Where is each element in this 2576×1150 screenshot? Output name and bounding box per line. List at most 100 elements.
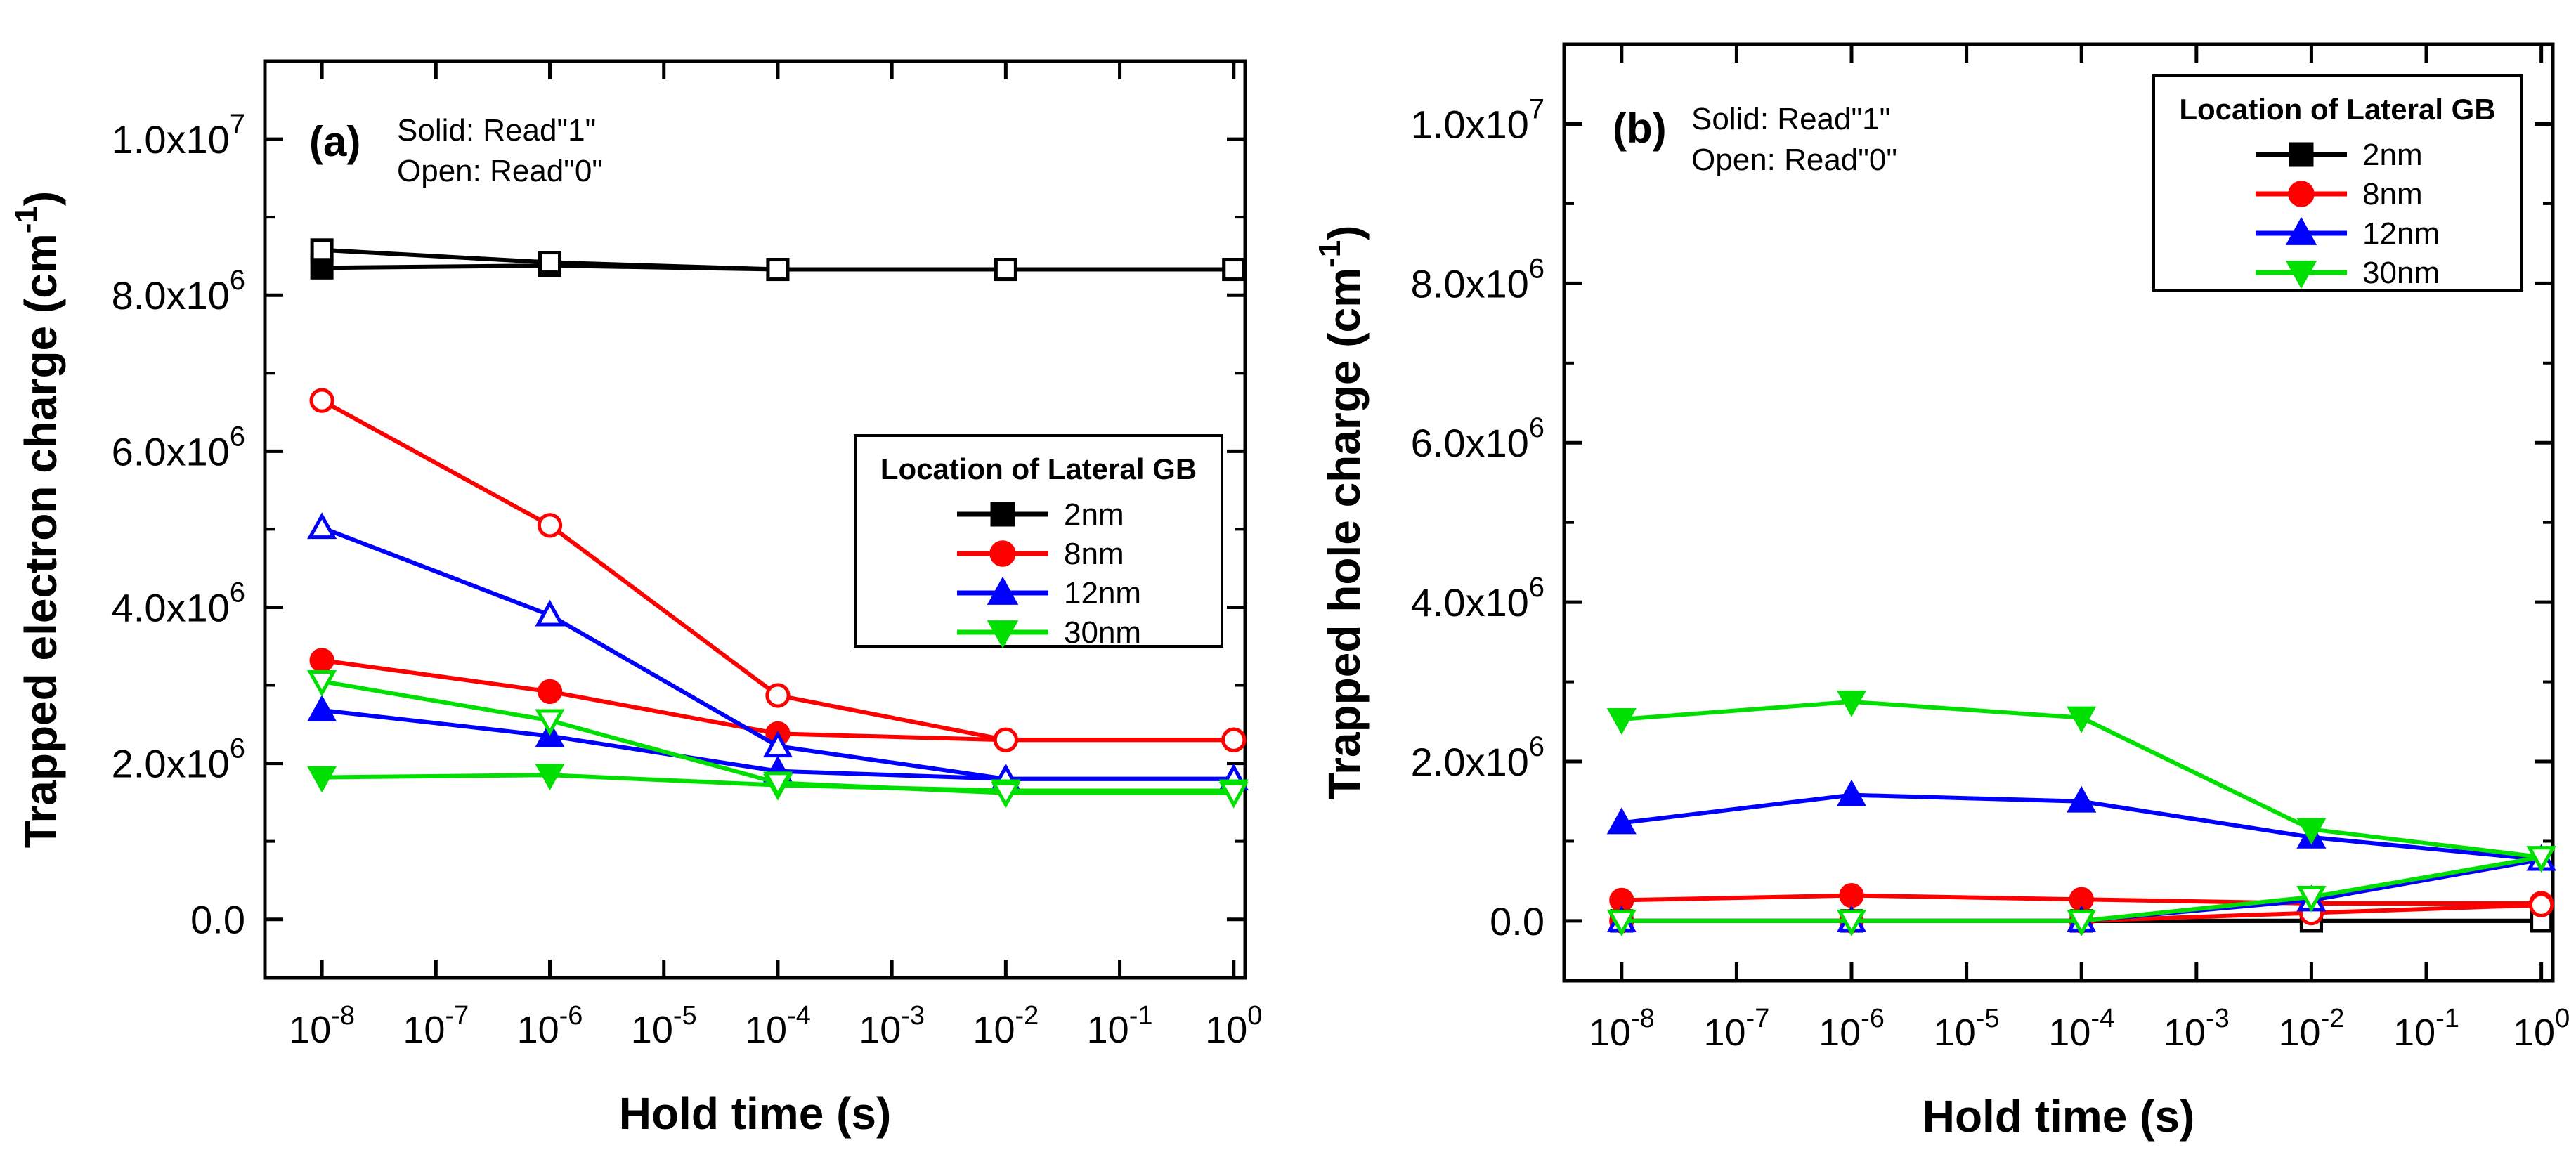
data-point-read1 xyxy=(309,648,334,673)
legend-entry: 8nm xyxy=(1064,537,1124,571)
data-point-read1 xyxy=(307,766,337,793)
x-tick-label: 10-3 xyxy=(859,1001,925,1051)
data-point-read0 xyxy=(1218,781,1249,809)
data-point-read0 xyxy=(310,238,334,262)
x-tick-exponent: -8 xyxy=(331,1001,355,1031)
legend-box xyxy=(854,434,1223,648)
y-tick-exponent: 6 xyxy=(1529,412,1544,443)
data-point-read1 xyxy=(1839,882,1864,908)
series-8nm xyxy=(309,388,1247,752)
data-point-read0 xyxy=(2526,846,2556,873)
legend-marker xyxy=(2289,142,2314,167)
x-tick-exponent: -2 xyxy=(2321,1004,2345,1033)
x-tick-label: 10-8 xyxy=(1589,1004,1655,1054)
y-tick-exponent: 6 xyxy=(230,421,245,452)
legend-box xyxy=(2152,74,2523,292)
y-tick-mantissa: 6.0x10 xyxy=(1411,421,1529,465)
panel-label: (a) xyxy=(309,118,360,165)
y-tick-mantissa: 2.0x10 xyxy=(112,742,230,786)
x-tick-exponent: -7 xyxy=(445,1001,469,1031)
y-axis-title-text: Trapped hole charge (cm xyxy=(1319,268,1370,800)
legend-entry: 30nm xyxy=(2362,256,2440,290)
x-tick-exponent: -5 xyxy=(1976,1004,2000,1033)
y-tick-mantissa: 6.0x10 xyxy=(112,429,230,473)
x-tick-label: 10-3 xyxy=(2164,1004,2230,1054)
panel-label: (b) xyxy=(1613,105,1667,152)
panel-b: 10-8 10-7 10-6 10-5 10-4 10-3 10-2 10-1 100 0.0 2.… xyxy=(1313,42,2570,1142)
y-axis-title-superscript: -1 xyxy=(1313,240,1347,268)
y-tick-mantissa: 1.0x10 xyxy=(1411,102,1529,146)
data-point-read1 xyxy=(1836,690,1867,717)
x-tick-exponent: -1 xyxy=(2435,1004,2459,1033)
y-tick-mantissa: 1.0x10 xyxy=(112,117,230,162)
y-tick-label: 1.0x107 xyxy=(112,109,245,162)
legend-marker xyxy=(987,576,1019,605)
data-point-read0 xyxy=(2067,909,2097,936)
data-point-read0 xyxy=(309,388,334,413)
data-point-read0 xyxy=(766,258,790,282)
y-tick-label: 2.0x106 xyxy=(1411,731,1544,784)
data-point-read0 xyxy=(538,251,562,275)
legend: Location of Lateral GB 2nm 8nm 12nm 30nm xyxy=(2152,74,2523,292)
panel-a: 10-8 10-7 10-6 10-5 10-4 10-3 10-2 10-1 100 0.0 2.… xyxy=(9,59,1262,1139)
y-axis-title: Trapped hole charge (cm-1) xyxy=(1313,226,1370,800)
data-point-read0 xyxy=(1222,258,1246,282)
data-point-read0 xyxy=(537,513,563,538)
x-tick-exponent: -8 xyxy=(1631,1004,1655,1033)
series-12nm xyxy=(307,512,1249,790)
data-point-read1 xyxy=(1836,779,1867,806)
y-axis-title-superscript: -1 xyxy=(9,206,44,233)
x-tick-label: 10-2 xyxy=(972,1001,1039,1051)
x-axis-title: Hold time (s) xyxy=(619,1088,892,1139)
series-2nm xyxy=(310,238,1246,282)
y-tick-mantissa: 0.0 xyxy=(1490,899,1544,943)
legend-entry: 12nm xyxy=(2362,216,2440,251)
legend-marker xyxy=(2288,181,2315,207)
x-tick-label: 10-1 xyxy=(1087,1001,1153,1051)
data-point-read1 xyxy=(535,764,565,791)
y-tick-mantissa: 2.0x10 xyxy=(1411,740,1529,784)
data-point-read0 xyxy=(762,731,793,758)
y-tick-label: 8.0x106 xyxy=(112,265,245,318)
legend-marker xyxy=(2285,261,2317,289)
x-tick-exponent: -3 xyxy=(901,1001,925,1031)
x-tick-exponent: -2 xyxy=(1015,1001,1039,1031)
x-tick-label: 10-5 xyxy=(631,1001,697,1051)
data-point-read0 xyxy=(994,258,1017,282)
x-tick-exponent: -1 xyxy=(1129,1001,1153,1031)
x-tick-label: 10-5 xyxy=(1934,1004,2000,1054)
plot-frame xyxy=(1562,42,2555,983)
y-tick-exponent: 7 xyxy=(230,109,245,140)
x-tick-label: 10-8 xyxy=(289,1001,355,1051)
x-tick-label: 10-7 xyxy=(403,1001,469,1051)
x-axis-ticks: 10-8 10-7 10-6 10-5 10-4 10-3 10-2 10-1 100 xyxy=(289,61,1262,1051)
x-tick-label: 10-7 xyxy=(1703,1004,1769,1054)
legend-entry: 30nm xyxy=(1064,615,1141,650)
data-point-read0 xyxy=(1221,727,1247,752)
series-30nm xyxy=(1606,690,2556,936)
x-tick-exponent: 0 xyxy=(2555,1004,2570,1033)
data-point-read0 xyxy=(307,670,337,697)
data-point-read0 xyxy=(1606,909,1637,936)
x-tick-exponent: -6 xyxy=(1861,1004,1885,1033)
y-axis-title-close: ) xyxy=(15,191,66,206)
legend-marker xyxy=(989,540,1016,567)
x-tick-label: 10-4 xyxy=(745,1001,811,1051)
series-group xyxy=(1606,690,2556,936)
data-point-read1 xyxy=(1606,807,1637,835)
x-tick-label: 10-1 xyxy=(2393,1004,2459,1054)
x-tick-exponent: -7 xyxy=(1746,1004,1770,1033)
x-tick-label: 100 xyxy=(1205,1001,1262,1051)
data-point-read0 xyxy=(1836,909,1867,936)
y-tick-exponent: 6 xyxy=(1529,572,1544,603)
y-tick-exponent: 6 xyxy=(230,733,245,764)
data-point-read1 xyxy=(537,679,563,705)
y-axis-title-text: Trapped electron charge (cm xyxy=(15,233,66,848)
y-tick-mantissa: 8.0x10 xyxy=(1411,261,1529,306)
y-tick-label: 6.0x106 xyxy=(112,421,245,473)
data-point-read0 xyxy=(535,599,565,627)
y-tick-exponent: 6 xyxy=(1529,253,1544,284)
data-point-read1 xyxy=(2296,818,2327,845)
